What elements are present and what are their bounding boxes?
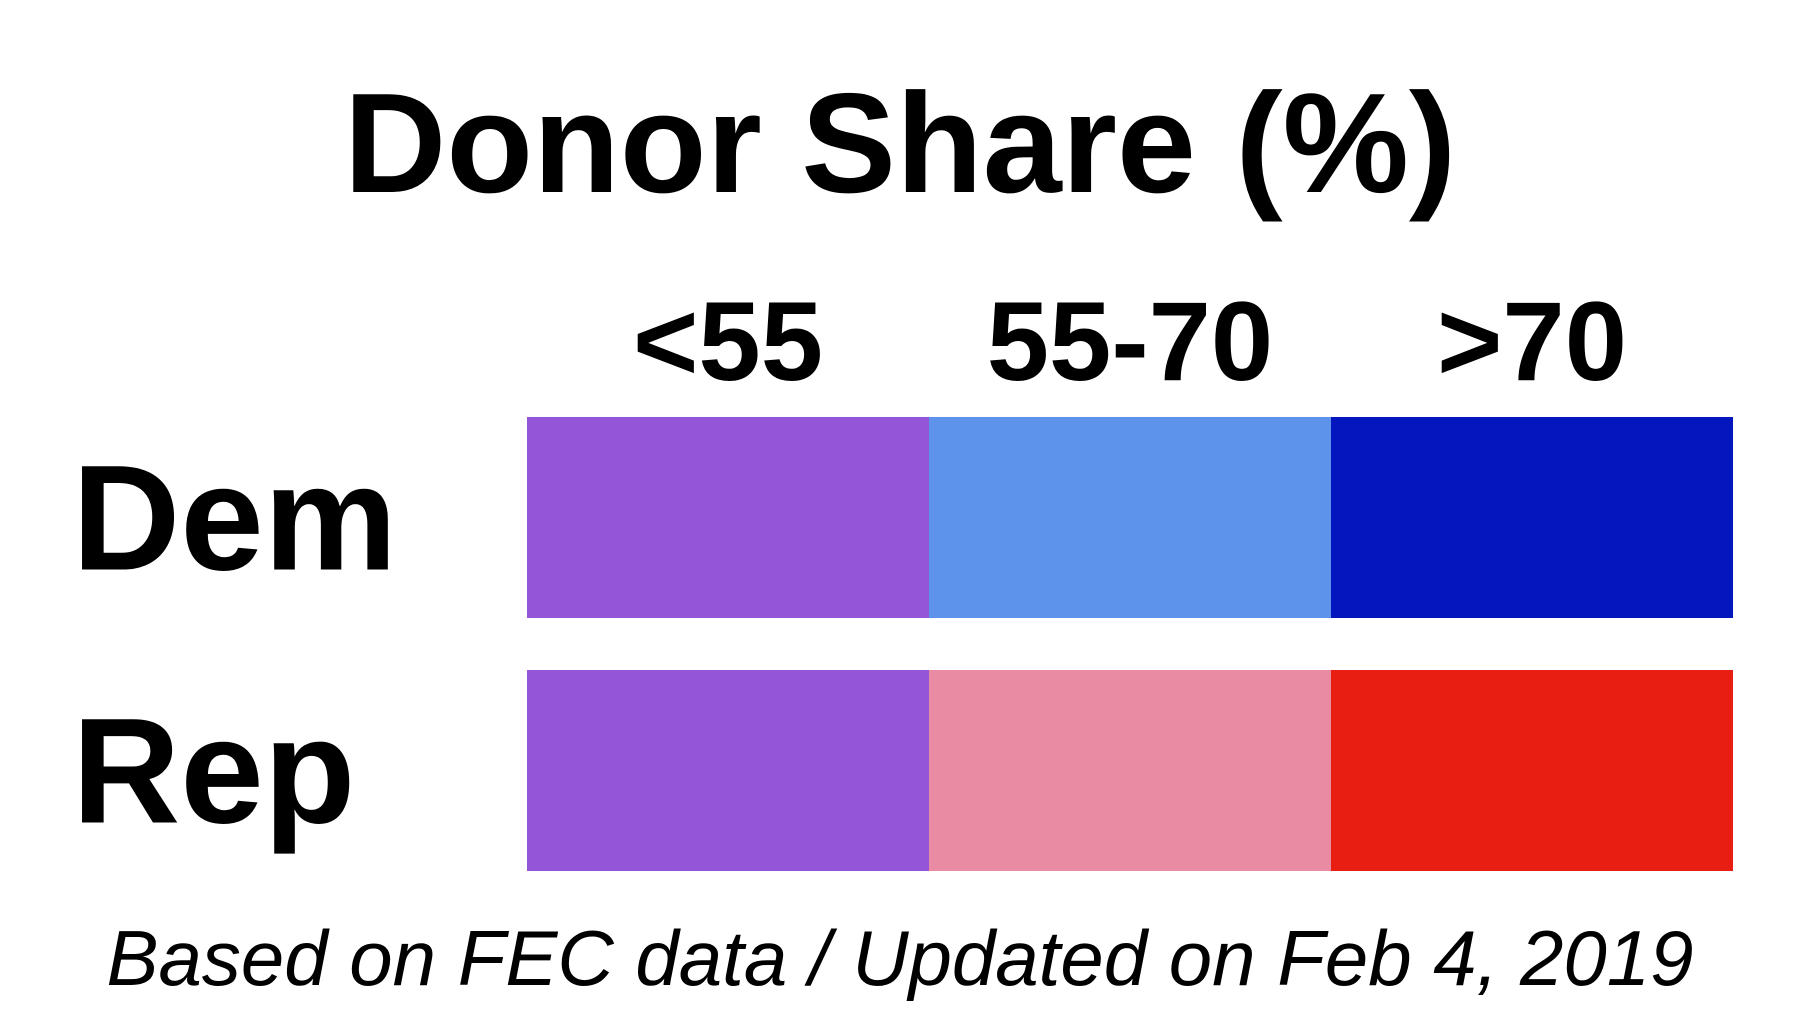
column-header-0: <55 [633,279,823,404]
swatch-rep-1 [929,670,1331,871]
swatch-rep-2 [1331,670,1733,871]
row-label-dem: Dem [72,434,397,602]
swatch-dem-0 [527,417,929,618]
chart-title: Donor Share (%) [344,64,1456,223]
row-label-rep: Rep [72,687,355,855]
swatch-rep-0 [527,670,929,871]
column-headers: <55 55-70 >70 [633,279,1627,404]
swatch-dem-2 [1331,417,1733,618]
swatch-dem-1 [929,417,1331,618]
footnote: Based on FEC data / Updated on Feb 4, 20… [106,914,1693,1002]
legend-rows: Dem Rep [72,417,1733,871]
column-header-1: 55-70 [987,279,1273,404]
column-header-2: >70 [1437,279,1627,404]
